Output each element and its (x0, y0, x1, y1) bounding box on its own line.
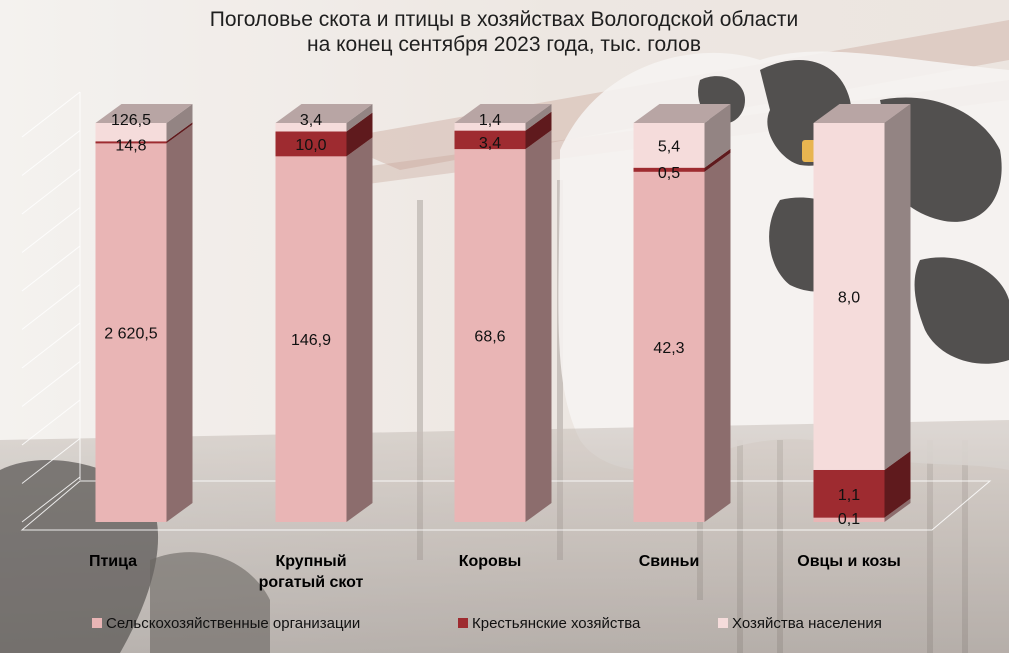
gridline (21, 284, 81, 330)
data-label: 5,4 (658, 138, 680, 155)
gridline (21, 207, 81, 253)
bar-segment-side (525, 111, 552, 150)
data-label: 146,9 (291, 332, 331, 349)
bar-segment-side (704, 152, 731, 522)
category-label: Крупный (275, 553, 346, 570)
bar-segment-side (884, 498, 911, 522)
category-label: Коровы (459, 553, 522, 570)
bar-segment-side (704, 148, 731, 172)
gridline (21, 361, 81, 407)
gridline (21, 168, 81, 215)
legend-label: Сельскохозяйственные организации (106, 615, 360, 632)
data-label: 3,4 (479, 135, 501, 152)
bar-segment-side (166, 124, 193, 522)
bar-top (95, 104, 193, 123)
bar-segment (275, 131, 347, 157)
data-label: 68,6 (474, 329, 505, 346)
legend-swatch (458, 618, 468, 628)
gridline (21, 91, 81, 138)
legend-swatch (92, 618, 102, 628)
data-label: 42,3 (653, 340, 684, 357)
floor-plane (20, 480, 992, 531)
chart-legend: Сельскохозяйственные организации Крестьян… (92, 615, 882, 632)
data-label: 8,0 (838, 289, 860, 306)
chart-title-line-2: на конец сентября 2023 года, тыс. голов (307, 33, 701, 56)
bar-segment-side (166, 122, 193, 144)
bar-segment (633, 123, 705, 168)
data-label: 3,4 (300, 112, 322, 129)
data-label: 14,8 (115, 137, 146, 154)
legend-label: Хозяйства населения (732, 615, 882, 632)
data-label: 126,5 (111, 112, 151, 129)
bar-segment-side (346, 137, 373, 523)
bar-segment (454, 149, 526, 522)
bar-segment (633, 167, 705, 172)
bar-segment-side (525, 104, 552, 131)
bar-top (275, 104, 373, 123)
chart-title-line-1: Поголовье скота и птицы в хозяйствах Вол… (210, 8, 799, 31)
data-label: 2 620,5 (104, 326, 157, 343)
bar-top (633, 104, 731, 123)
category-label: рогатый скот (259, 574, 364, 591)
legend-label: Крестьянские хозяйства (472, 615, 641, 632)
bar-segment-side (884, 104, 911, 470)
bar-segment (95, 141, 167, 144)
bar-segment (275, 123, 347, 132)
bar-segment (813, 469, 885, 518)
category-label: Овцы и козы (797, 553, 900, 570)
bar-segment-side (704, 104, 731, 168)
bar-segment (454, 130, 526, 150)
data-labels: 2 620,5 14,8 126,5 146,9 10,0 3,4 68,6 3,4 1,4 42… (104, 112, 860, 528)
data-label: 1,1 (838, 487, 860, 504)
gridline (21, 438, 81, 484)
gridline (21, 245, 81, 292)
category-label: Птица (89, 553, 137, 570)
bar-segment (633, 171, 705, 522)
bar-segment-side (525, 130, 552, 522)
bar-segment-side (346, 104, 373, 132)
bar-segment (95, 143, 167, 522)
gridline (21, 399, 81, 446)
bar-top (454, 104, 552, 123)
bar-segment-side (166, 104, 193, 142)
bar-segment-side (346, 112, 373, 157)
data-label: 0,1 (838, 511, 860, 528)
bar-top (813, 104, 911, 123)
chart-bars (95, 104, 911, 523)
bar-segment (813, 123, 885, 470)
bar-segment-side (884, 450, 911, 518)
data-label: 0,5 (658, 165, 680, 182)
data-label: 10,0 (295, 137, 326, 154)
bar-segment (454, 123, 526, 131)
gridline (21, 130, 81, 176)
legend-swatch (718, 618, 728, 628)
category-labels: Птица Крупный рогатый скот Коровы Свиньи Овцы… (89, 553, 901, 591)
gridline (21, 322, 81, 369)
chart-grid (20, 91, 992, 531)
data-label: 1,4 (479, 112, 501, 129)
chart-title: Поголовье скота и птицы в хозяйствах Вол… (210, 8, 799, 56)
category-label: Свиньи (639, 553, 700, 570)
bar-segment (813, 517, 885, 522)
bar-segment (95, 123, 167, 142)
gridline (21, 476, 81, 523)
bar-segment (275, 156, 347, 523)
